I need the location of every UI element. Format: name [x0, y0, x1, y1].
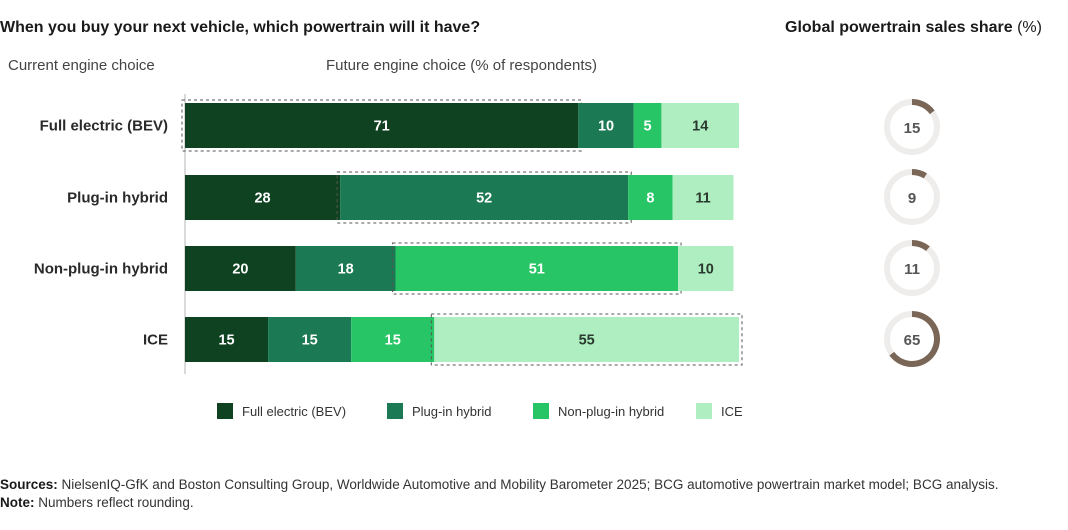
- row-axis-header: Current engine choice: [8, 57, 155, 74]
- chart-legend: Full electric (BEV) Plug-in hybrid Non-plu…: [0, 403, 1068, 421]
- chart-canvas: Full electric (BEV) 71 10 5 14 Plug-in hybrid…: [34, 94, 940, 374]
- data-label-non-plug-in-hybrid-ice: 10: [698, 262, 714, 278]
- chart-title: When you buy your next vehicle, which po…: [0, 19, 481, 36]
- row-label-full-electric-bev: Full electric (BEV): [40, 118, 168, 135]
- sources-label: Sources:: [0, 477, 58, 492]
- donut-panel-title: Global powertrain sales share (%): [785, 19, 1042, 37]
- bar-segment-ice-ice: [434, 317, 739, 362]
- legend-swatch-full-electric-bev: [217, 403, 233, 419]
- bar-axis-header: Future engine choice (% of respondents): [326, 57, 597, 74]
- sources-line: Sources: NielsenIQ-GfK and Boston Consul…: [0, 476, 1060, 494]
- donut-value-ice: 65: [904, 332, 921, 349]
- note-label: Note:: [0, 495, 35, 510]
- bar-segment-non-plug-in-hybrid-full-electric-bev: [185, 246, 296, 291]
- legend-item-ice: ICE: [696, 403, 743, 419]
- bar-segment-ice-full-electric-bev: [185, 317, 269, 362]
- legend-swatch-non-plug-in-hybrid: [533, 403, 549, 419]
- sources-block: Sources: NielsenIQ-GfK and Boston Consul…: [0, 476, 1060, 512]
- bar-segment-plug-in-hybrid-non-plug-in-hybrid: [628, 175, 673, 220]
- data-label-full-electric-bev-ice: 14: [692, 119, 708, 135]
- row-label-non-plug-in-hybrid: Non-plug-in hybrid: [34, 261, 168, 278]
- data-label-non-plug-in-hybrid-full-electric-bev: 20: [232, 262, 248, 278]
- legend-label-plug-in-hybrid: Plug-in hybrid: [412, 403, 492, 419]
- donut-panel-title-text: Global powertrain sales share: [785, 19, 1013, 36]
- legend-swatch-ice: [696, 403, 712, 419]
- bar-segment-full-electric-bev-plug-in-hybrid: [578, 103, 634, 148]
- donut-arc-full-electric-bev: [911, 99, 935, 115]
- donut-arc-ice: [889, 311, 940, 367]
- bar-segment-non-plug-in-hybrid-non-plug-in-hybrid: [395, 246, 679, 291]
- sources-text: NielsenIQ-GfK and Boston Consulting Grou…: [57, 477, 999, 492]
- donut-arc-non-plug-in-hybrid: [911, 240, 930, 252]
- donut-value-non-plug-in-hybrid: 11: [904, 261, 920, 278]
- bar-segment-ice-plug-in-hybrid: [268, 317, 352, 362]
- row-label-ice: ICE: [143, 332, 168, 349]
- data-label-full-electric-bev-plug-in-hybrid: 10: [598, 119, 614, 135]
- bar-segment-plug-in-hybrid-plug-in-hybrid: [340, 175, 629, 220]
- legend-label-full-electric-bev: Full electric (BEV): [242, 403, 347, 419]
- bar-segment-plug-in-hybrid-ice: [672, 175, 734, 220]
- data-label-full-electric-bev-full-electric-bev: 71: [374, 119, 390, 135]
- data-label-full-electric-bev-non-plug-in-hybrid: 5: [644, 119, 652, 135]
- note-text: Numbers reflect rounding.: [34, 495, 194, 510]
- highlight-box-full-electric-bev: [181, 99, 582, 152]
- data-label-plug-in-hybrid-plug-in-hybrid: 52: [476, 191, 492, 207]
- row-label-plug-in-hybrid: Plug-in hybrid: [67, 190, 168, 207]
- legend-item-full-electric-bev: Full electric (BEV): [217, 403, 346, 419]
- data-label-ice-ice: 55: [579, 333, 595, 349]
- legend-item-non-plug-in-hybrid: Non-plug-in hybrid: [533, 403, 664, 419]
- data-label-plug-in-hybrid-full-electric-bev: 28: [254, 191, 270, 207]
- bar-segment-full-electric-bev-non-plug-in-hybrid: [633, 103, 662, 148]
- donut-value-full-electric-bev: 15: [904, 120, 921, 137]
- highlight-box-ice: [430, 313, 743, 366]
- data-label-ice-full-electric-bev: 15: [218, 333, 234, 349]
- data-label-non-plug-in-hybrid-plug-in-hybrid: 18: [338, 262, 354, 278]
- legend-swatch-plug-in-hybrid: [387, 403, 403, 419]
- legend-label-non-plug-in-hybrid: Non-plug-in hybrid: [558, 403, 665, 419]
- bar-segment-full-electric-bev-full-electric-bev: [185, 103, 579, 148]
- bar-segment-plug-in-hybrid-full-electric-bev: [185, 175, 341, 220]
- note-line: Note: Numbers reflect rounding.: [0, 494, 1060, 512]
- bar-segment-full-electric-bev-ice: [661, 103, 739, 148]
- data-label-plug-in-hybrid-non-plug-in-hybrid: 8: [646, 191, 654, 207]
- bar-segment-non-plug-in-hybrid-plug-in-hybrid: [295, 246, 396, 291]
- legend-label-ice: ICE: [721, 403, 743, 419]
- data-label-plug-in-hybrid-ice: 11: [695, 191, 710, 207]
- data-label-non-plug-in-hybrid-non-plug-in-hybrid: 51: [529, 262, 545, 278]
- data-label-ice-plug-in-hybrid: 15: [302, 333, 318, 349]
- bar-segment-ice-non-plug-in-hybrid: [351, 317, 435, 362]
- legend-item-plug-in-hybrid: Plug-in hybrid: [387, 403, 492, 419]
- data-label-ice-non-plug-in-hybrid: 15: [385, 333, 401, 349]
- bar-segment-non-plug-in-hybrid-ice: [678, 246, 734, 291]
- donut-value-plug-in-hybrid: 9: [908, 190, 916, 207]
- donut-panel-title-unit: (%): [1017, 19, 1042, 36]
- donut-arc-plug-in-hybrid: [911, 169, 928, 179]
